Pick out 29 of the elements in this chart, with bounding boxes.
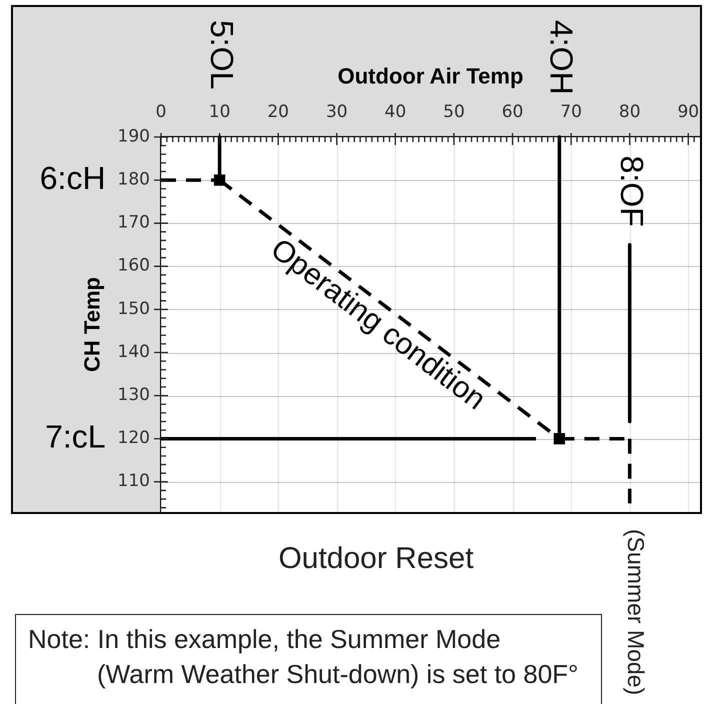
x-tick-label: 70 xyxy=(560,102,582,122)
y-tick-label: 190 xyxy=(118,126,150,146)
x-tick-label: 0 xyxy=(156,102,166,122)
text: 5:OL xyxy=(204,20,240,90)
x-tick-label: 40 xyxy=(384,102,406,122)
y-tick-label: 130 xyxy=(118,385,150,406)
text: 8:OF xyxy=(614,156,650,227)
x-axis-title: Outdoor Air Temp xyxy=(338,63,524,88)
x-tick-label: 60 xyxy=(502,102,524,122)
text: Outdoor Reset xyxy=(277,541,475,577)
x-tick-label: 10 xyxy=(208,102,230,122)
text: Note: In this example, the Summer Mode (Warm Weather Shut-down) is set to 80F° xyxy=(28,623,580,691)
y-tick-label: 160 xyxy=(118,256,150,276)
series-label: 6:cH xyxy=(40,160,106,196)
series-label: 7:cL xyxy=(45,418,106,455)
x-tick-label: 20 xyxy=(267,102,289,122)
text: (Summer Mode) xyxy=(623,529,649,696)
x-tick-label: 90 xyxy=(677,102,700,122)
y-tick-label: 140 xyxy=(118,342,150,362)
y-tick-label: 170 xyxy=(118,212,150,233)
x-tick-label: 30 xyxy=(326,102,348,122)
y-tick-label: 120 xyxy=(118,428,150,448)
x-tick-label: 80 xyxy=(618,102,641,122)
y-tick-label: 110 xyxy=(118,471,150,492)
y-axis-title: CH Temp xyxy=(79,277,104,372)
y-tick-label: 150 xyxy=(118,298,150,319)
text: 4:OH xyxy=(544,20,580,95)
y-tick-label: 180 xyxy=(118,170,150,190)
x-tick-label: 50 xyxy=(443,102,465,122)
